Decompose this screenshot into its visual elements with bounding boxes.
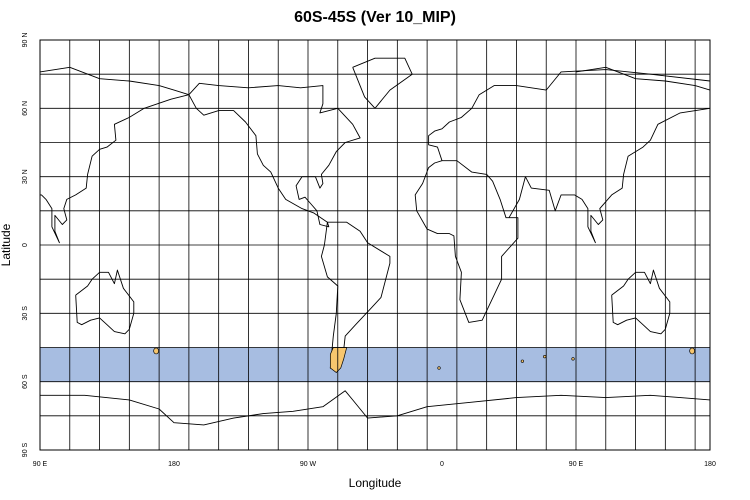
coast-greenland [352, 57, 413, 109]
map-frame [39, 39, 711, 451]
y-tick-label: 0 [22, 243, 29, 247]
new-zealand-shape-east [689, 347, 695, 355]
map-title: 60S-45S (Ver 10_MIP) [294, 9, 456, 26]
island-shape-4 [437, 366, 441, 370]
coast-africa-europe [414, 160, 519, 323]
coast-australia-repeat [611, 269, 671, 335]
highlighted-land-layer [153, 347, 695, 374]
island-shape-2 [543, 355, 547, 359]
coast-eurasia-east [39, 66, 190, 244]
x-tick-label: 90 W [300, 461, 317, 468]
coast-europe-asia-south [428, 69, 711, 161]
latitude-band-layer [40, 347, 710, 382]
coast-australia [75, 269, 135, 335]
coast-asia-south-repeat [508, 107, 711, 244]
island-shape-1 [520, 359, 525, 363]
x-axis-label: Longitude [348, 476, 402, 490]
x-tick-label: 0 [440, 461, 444, 468]
x-tick-label: 180 [168, 461, 180, 468]
y-tick-label: 30 N [22, 169, 29, 184]
x-tick-label: 180 [704, 461, 716, 468]
coast-asia-east-repeat [575, 66, 711, 91]
x-tick-label: 90 E [569, 461, 584, 468]
tick-labels-layer: 90 E 180 90 W 0 90 E 180 90 N 60 N 30 N 0 30 S 60 S… [22, 33, 716, 468]
new-zealand-shape-west [153, 347, 159, 355]
y-tick-label: 90 S [22, 442, 29, 457]
y-tick-label: 90 N [22, 33, 29, 48]
coast-antarctica [40, 390, 711, 426]
y-tick-label: 30 S [22, 306, 29, 321]
island-shape-3 [571, 357, 575, 361]
gridlines-layer [40, 40, 710, 450]
x-tick-label: 90 E [33, 461, 48, 468]
latitude-band [40, 347, 710, 382]
y-tick-label: 60 N [22, 101, 29, 116]
y-tick-label: 60 S [22, 374, 29, 389]
coast-north-america [188, 82, 361, 228]
patagonia-shape [329, 347, 348, 374]
